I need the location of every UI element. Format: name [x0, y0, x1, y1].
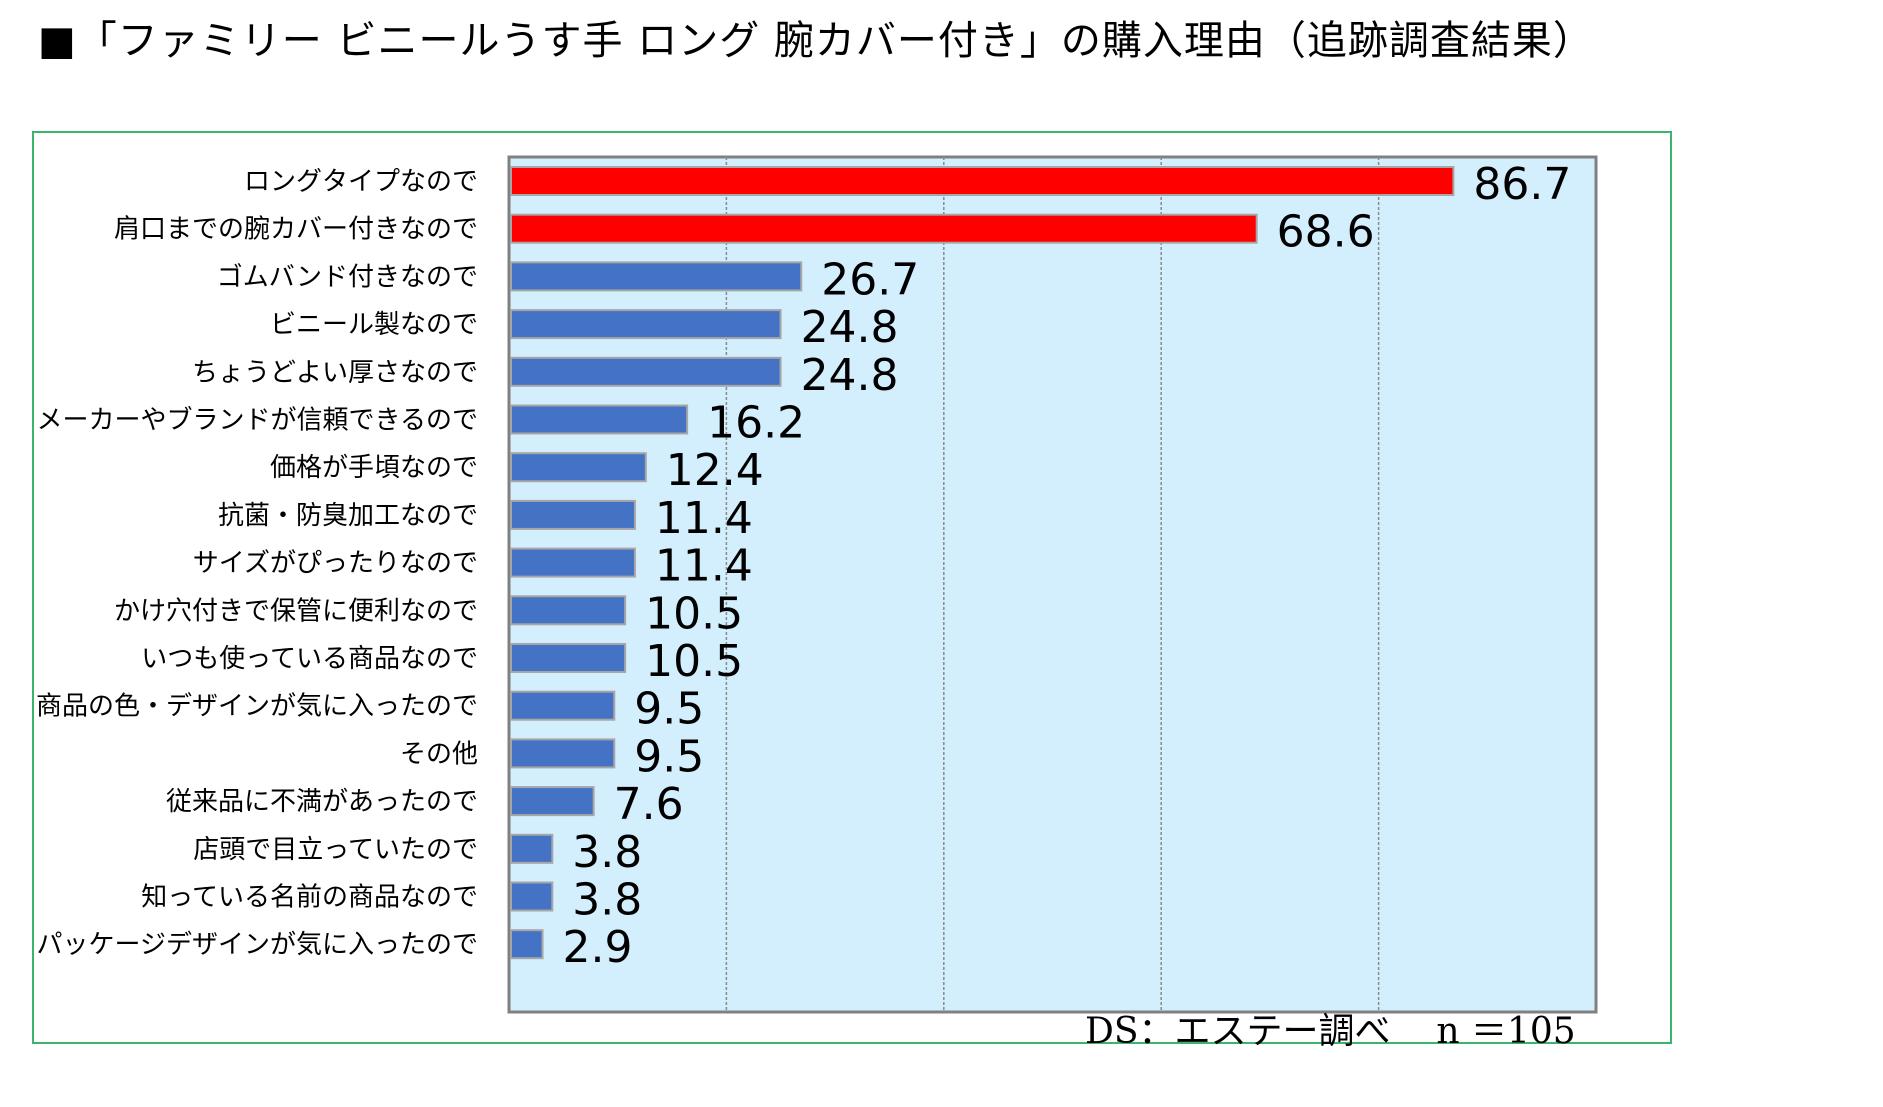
bar: [510, 166, 1455, 196]
data-label: 7.6: [614, 779, 684, 830]
data-label: 11.4: [655, 541, 753, 592]
plot-area: [507, 155, 1598, 1014]
category-label: 知っている名前の商品なので: [141, 883, 478, 913]
category-label: その他: [400, 739, 478, 769]
bar: [510, 452, 647, 483]
category-label: 抗菌・防臭加工なので: [218, 501, 478, 531]
category-label: サイズがぴったりなので: [193, 549, 478, 579]
data-label: 10.5: [645, 588, 743, 639]
data-label: 9.5: [634, 684, 704, 735]
bar: [510, 356, 782, 387]
bar: [510, 213, 1258, 244]
category-label: 商品の色・デザインが気に入ったので: [36, 692, 478, 722]
category-label: ビニール製なので: [270, 310, 478, 340]
bar: [510, 881, 554, 912]
bar: [510, 595, 627, 626]
data-label: 9.5: [634, 731, 704, 782]
category-label: いつも使っている商品なので: [141, 644, 478, 674]
category-label: ロングタイプなので: [244, 167, 478, 197]
category-label: 肩口までの腕カバー付きなので: [114, 215, 478, 245]
chart-frame: [32, 131, 1672, 1044]
category-label: 従来品に不満があったので: [166, 787, 478, 817]
bar: [510, 499, 636, 530]
data-label: 24.8: [801, 302, 899, 353]
data-label: 16.2: [707, 398, 805, 449]
data-label: 24.8: [801, 350, 899, 401]
data-label: 26.7: [821, 254, 919, 305]
bar: [510, 261, 803, 292]
chart-title: ■「ファミリー ビニールうす手 ロング 腕カバー付き」の購入理由（追跡調査結果）: [38, 18, 1594, 64]
bar: [510, 309, 782, 340]
bar: [510, 738, 616, 769]
bar: [510, 404, 689, 435]
bar: [510, 643, 627, 673]
bar: [510, 833, 554, 864]
source-note: DS：エステー調べ n ＝105: [1085, 1002, 1576, 1054]
data-label: 3.8: [572, 827, 642, 878]
data-label: 2.9: [563, 922, 633, 973]
data-label: 68.6: [1277, 207, 1375, 258]
bar: [510, 786, 595, 817]
category-label: ゴムバンド付きなので: [217, 262, 478, 292]
bar: [510, 547, 636, 578]
source-text: DS：エステー調べ: [1085, 1011, 1391, 1052]
sample-size: n ＝105: [1436, 1011, 1576, 1052]
data-label: 10.5: [645, 636, 743, 687]
data-label: 86.7: [1473, 159, 1571, 210]
category-label: 店頭で目立っていたので: [193, 835, 478, 865]
category-label: パッケージデザインが気に入ったので: [37, 930, 478, 960]
category-label: 価格が手頃なので: [270, 453, 478, 483]
data-label: 3.8: [572, 875, 642, 926]
bar: [510, 929, 544, 960]
category-label: メーカーやブランドが信頼できるので: [37, 406, 478, 436]
category-label: ちょうどよい厚さなので: [192, 358, 478, 388]
data-label: 12.4: [666, 445, 764, 496]
category-label: かけ穴付きで保管に便利なので: [114, 596, 478, 626]
bar: [510, 690, 616, 721]
data-label: 11.4: [655, 493, 753, 544]
